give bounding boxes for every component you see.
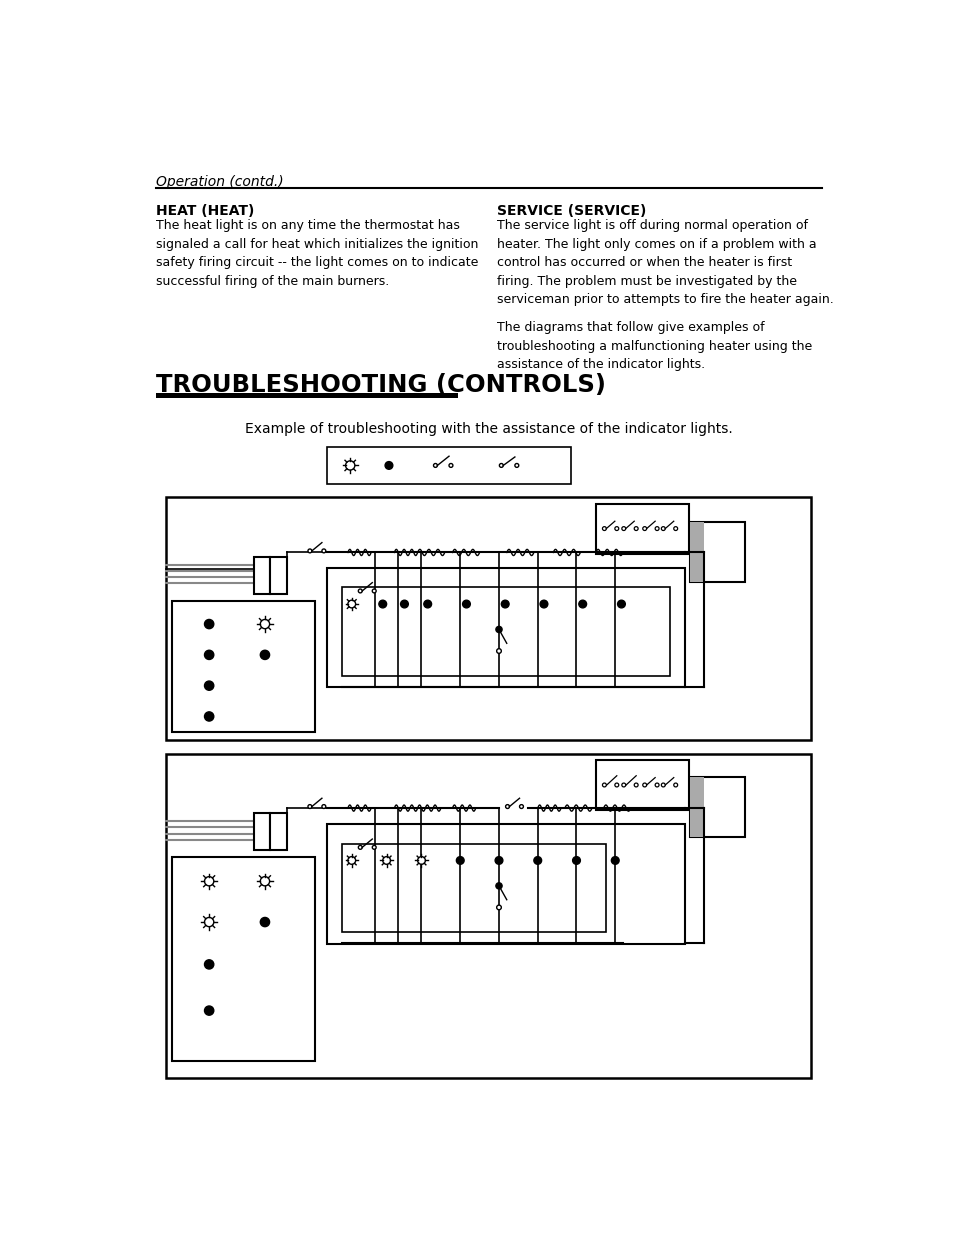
Circle shape — [378, 600, 386, 608]
Circle shape — [204, 651, 213, 659]
Bar — [596, 761, 688, 810]
Bar — [327, 447, 571, 484]
Circle shape — [308, 550, 312, 553]
Circle shape — [642, 783, 646, 787]
Circle shape — [505, 805, 509, 809]
Bar — [270, 557, 286, 594]
Circle shape — [500, 600, 509, 608]
Circle shape — [462, 600, 470, 608]
Circle shape — [634, 783, 638, 787]
Circle shape — [348, 857, 355, 864]
Circle shape — [204, 1007, 213, 1015]
Bar — [327, 824, 684, 944]
Circle shape — [372, 846, 375, 850]
Bar — [172, 601, 315, 732]
Bar — [166, 755, 810, 1078]
Bar — [596, 504, 688, 555]
Bar — [327, 568, 684, 687]
Circle shape — [308, 805, 312, 809]
Bar — [342, 844, 605, 932]
Circle shape — [358, 589, 362, 593]
Circle shape — [321, 805, 325, 809]
Circle shape — [348, 600, 355, 608]
Circle shape — [621, 783, 625, 787]
Circle shape — [456, 857, 464, 864]
Bar — [253, 557, 270, 594]
Circle shape — [260, 918, 270, 926]
Circle shape — [433, 463, 436, 467]
Circle shape — [345, 461, 355, 471]
Circle shape — [204, 877, 213, 885]
Circle shape — [611, 857, 618, 864]
Circle shape — [204, 918, 213, 926]
Circle shape — [497, 648, 500, 653]
Circle shape — [321, 550, 325, 553]
Circle shape — [602, 526, 606, 531]
Circle shape — [572, 857, 579, 864]
Circle shape — [260, 651, 270, 659]
Circle shape — [642, 526, 646, 531]
Bar — [253, 814, 270, 851]
Circle shape — [204, 680, 213, 690]
Text: The service light is off during normal operation of
heater. The light only comes: The service light is off during normal o… — [497, 219, 833, 306]
Bar — [342, 587, 669, 676]
Circle shape — [496, 626, 501, 632]
Circle shape — [673, 783, 677, 787]
Bar — [166, 496, 810, 740]
Circle shape — [621, 526, 625, 531]
Circle shape — [260, 620, 270, 629]
Bar — [155, 393, 457, 399]
Circle shape — [660, 783, 664, 787]
Text: The diagrams that follow give examples of
troubleshooting a malfunctioning heate: The diagrams that follow give examples o… — [497, 321, 811, 372]
Circle shape — [634, 526, 638, 531]
Circle shape — [534, 857, 541, 864]
Circle shape — [655, 526, 659, 531]
Bar — [690, 777, 703, 837]
Circle shape — [260, 877, 270, 885]
Circle shape — [382, 857, 390, 864]
Circle shape — [498, 463, 503, 467]
Bar — [690, 521, 703, 582]
Circle shape — [423, 600, 431, 608]
Circle shape — [400, 600, 408, 608]
Circle shape — [578, 600, 586, 608]
Text: HEAT (HEAT): HEAT (HEAT) — [155, 205, 253, 219]
Circle shape — [655, 783, 659, 787]
Text: Operation (contd.): Operation (contd.) — [155, 175, 283, 189]
Circle shape — [673, 526, 677, 531]
Circle shape — [515, 463, 518, 467]
Circle shape — [497, 905, 500, 910]
Text: Example of troubleshooting with the assistance of the indicator lights.: Example of troubleshooting with the assi… — [245, 421, 732, 436]
Circle shape — [204, 620, 213, 629]
Circle shape — [372, 589, 375, 593]
Circle shape — [617, 600, 624, 608]
Circle shape — [385, 462, 393, 469]
Bar — [690, 777, 744, 837]
Bar — [270, 814, 286, 851]
Circle shape — [204, 960, 213, 969]
Circle shape — [449, 463, 453, 467]
Text: The heat light is on any time the thermostat has
signaled a call for heat which : The heat light is on any time the thermo… — [155, 219, 477, 288]
Text: TROUBLESHOOTING (CONTROLS): TROUBLESHOOTING (CONTROLS) — [155, 373, 605, 396]
Circle shape — [358, 846, 362, 850]
Circle shape — [660, 526, 664, 531]
Bar — [172, 857, 315, 1061]
Circle shape — [615, 783, 618, 787]
Circle shape — [615, 526, 618, 531]
Circle shape — [496, 883, 501, 889]
Circle shape — [539, 600, 547, 608]
Circle shape — [204, 711, 213, 721]
Bar — [690, 521, 744, 582]
Circle shape — [602, 783, 606, 787]
Circle shape — [519, 805, 523, 809]
Circle shape — [417, 857, 425, 864]
Circle shape — [495, 857, 502, 864]
Text: SERVICE (SERVICE): SERVICE (SERVICE) — [497, 205, 645, 219]
